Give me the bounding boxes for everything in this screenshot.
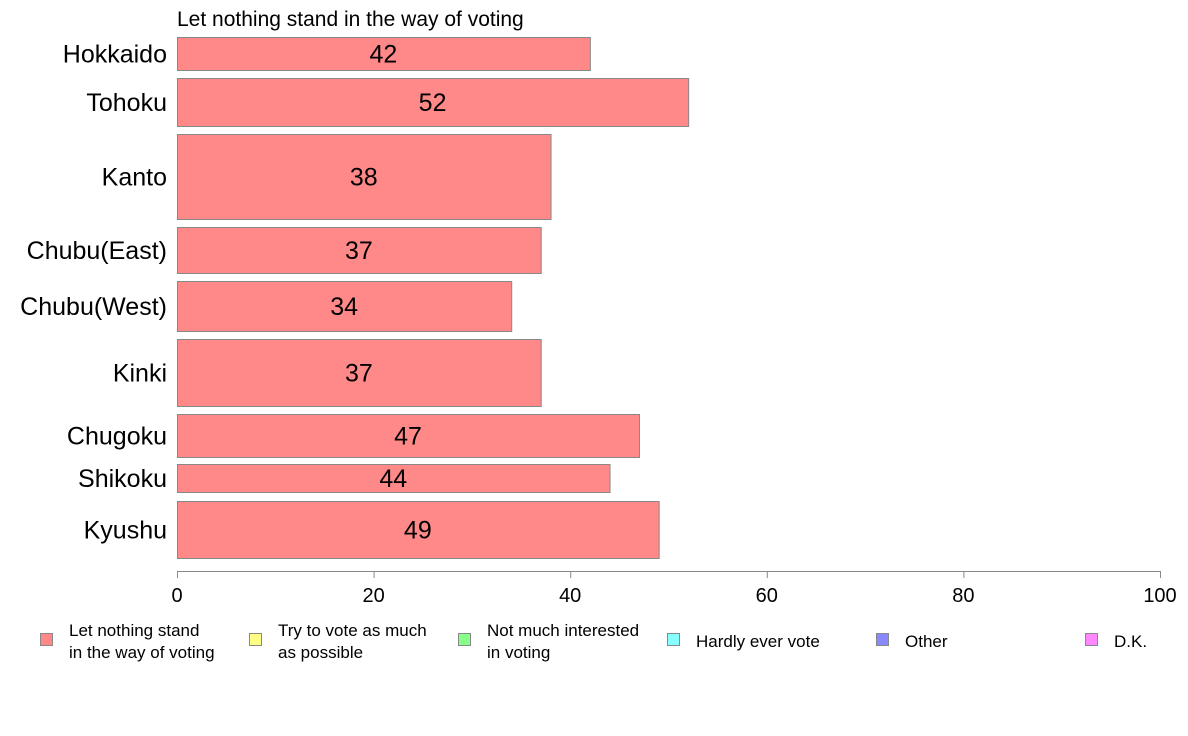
data-label: 38: [350, 164, 378, 192]
legend-swatch: [1085, 633, 1098, 646]
x-tick-label: 40: [559, 585, 581, 607]
category-label: Tohoku: [86, 89, 167, 117]
legend-label: Let nothing stand: [69, 621, 199, 640]
data-label: 42: [370, 41, 398, 69]
category-label: Kinki: [113, 360, 167, 388]
legend-label: in voting: [487, 643, 550, 662]
legend-label: Hardly ever vote: [696, 632, 820, 651]
category-label: Hokkaido: [63, 41, 167, 69]
data-label: 34: [330, 293, 358, 321]
legend-label: Try to vote as much: [278, 621, 427, 640]
category-label: Chubu(East): [27, 237, 167, 265]
legend: Let nothing stand in the way of voting Try…: [40, 621, 1147, 662]
legend-label: in the way of voting: [69, 643, 215, 662]
legend-swatch: [40, 633, 53, 646]
bar-chugoku: [177, 414, 641, 458]
legend-label: Not much interested: [487, 621, 639, 640]
data-label: 49: [404, 517, 432, 545]
bar-kinki: [177, 339, 542, 407]
category-label: Shikoku: [78, 465, 167, 493]
data-label: 47: [394, 423, 422, 451]
legend-swatch: [876, 633, 889, 646]
category-label: Chubu(West): [20, 293, 167, 321]
category-label: Kyushu: [84, 517, 167, 545]
x-tick-label: 60: [756, 585, 778, 607]
bar-kyushu: [177, 501, 660, 559]
category-label: Kanto: [102, 164, 167, 192]
bar-hokkaido: [177, 37, 591, 71]
data-label: 44: [379, 465, 407, 493]
data-label: 52: [419, 89, 447, 117]
x-tick-label: 20: [362, 585, 384, 607]
legend-swatch: [249, 633, 262, 646]
x-tick-label: 0: [171, 585, 182, 607]
bar-chubu-east: [177, 227, 542, 274]
bars-group: Hokkaido 42 Tohoku 52 Kanto 38 Chubu(East) 37 Ch…: [20, 37, 690, 559]
category-label: Chugoku: [67, 423, 167, 451]
bar-shikoku: [177, 464, 611, 493]
legend-swatch: [458, 633, 471, 646]
legend-label: as possible: [278, 643, 363, 662]
x-tick-label: 100: [1143, 585, 1176, 607]
legend-swatch: [667, 633, 680, 646]
chart-title: Let nothing stand in the way of voting: [177, 8, 524, 31]
x-tick-label: 80: [952, 585, 974, 607]
bar-tohoku: [177, 78, 690, 127]
bar-chubu-west: [177, 281, 513, 332]
bar-kanto: [177, 134, 552, 220]
legend-label: D.K.: [1114, 632, 1147, 651]
data-label: 37: [345, 237, 373, 265]
data-label: 37: [345, 360, 373, 388]
legend-label: Other: [905, 632, 948, 651]
x-axis: 0 20 40 60 80 100: [171, 571, 1177, 607]
